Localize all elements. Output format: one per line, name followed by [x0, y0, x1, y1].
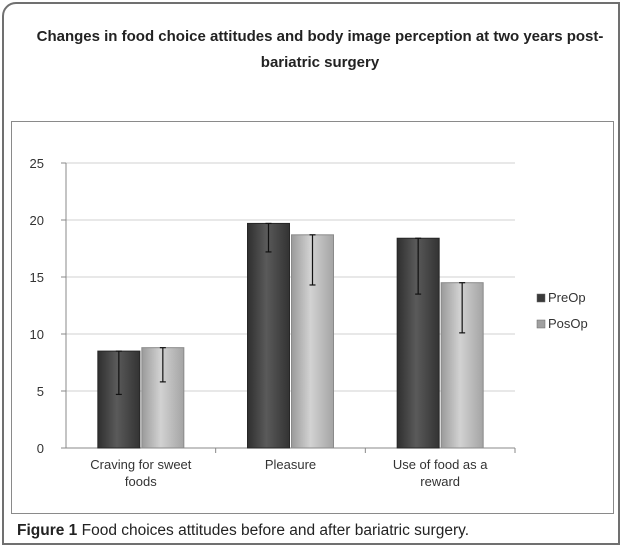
legend-swatch-posop — [537, 320, 545, 328]
x-category-label: Use of food as a reward — [393, 457, 488, 489]
x-category-label-line: Use of food as a — [393, 457, 488, 472]
x-category-label-line: Craving for sweet — [90, 457, 192, 472]
y-tick-label: 20 — [30, 213, 44, 228]
y-tick-label: 5 — [37, 384, 44, 399]
legend-swatch-preop — [537, 294, 545, 302]
legend-layer: PreOp PosOp — [537, 290, 588, 331]
bar-layer — [98, 223, 483, 448]
caption-label: Figure 1 — [17, 522, 77, 539]
x-category-label-line: Pleasure — [265, 457, 316, 472]
legend-label-preop: PreOp — [548, 290, 586, 305]
figure-caption: Figure 1 Food choices attitudes before a… — [17, 522, 469, 540]
caption-text: Food choices attitudes before and after … — [82, 522, 469, 539]
y-tick-label: 0 — [37, 441, 44, 456]
x-category-label: Pleasure — [265, 457, 316, 472]
bar-preop — [248, 223, 290, 448]
y-tick-label: 10 — [30, 327, 44, 342]
x-category-label: Craving for sweet foods — [90, 457, 192, 489]
x-category-label-line: reward — [420, 474, 460, 489]
x-category-label-line: foods — [125, 474, 157, 489]
y-tick-label: 25 — [30, 156, 44, 171]
legend-label-posop: PosOp — [548, 316, 588, 331]
y-tick-label: 15 — [30, 270, 44, 285]
